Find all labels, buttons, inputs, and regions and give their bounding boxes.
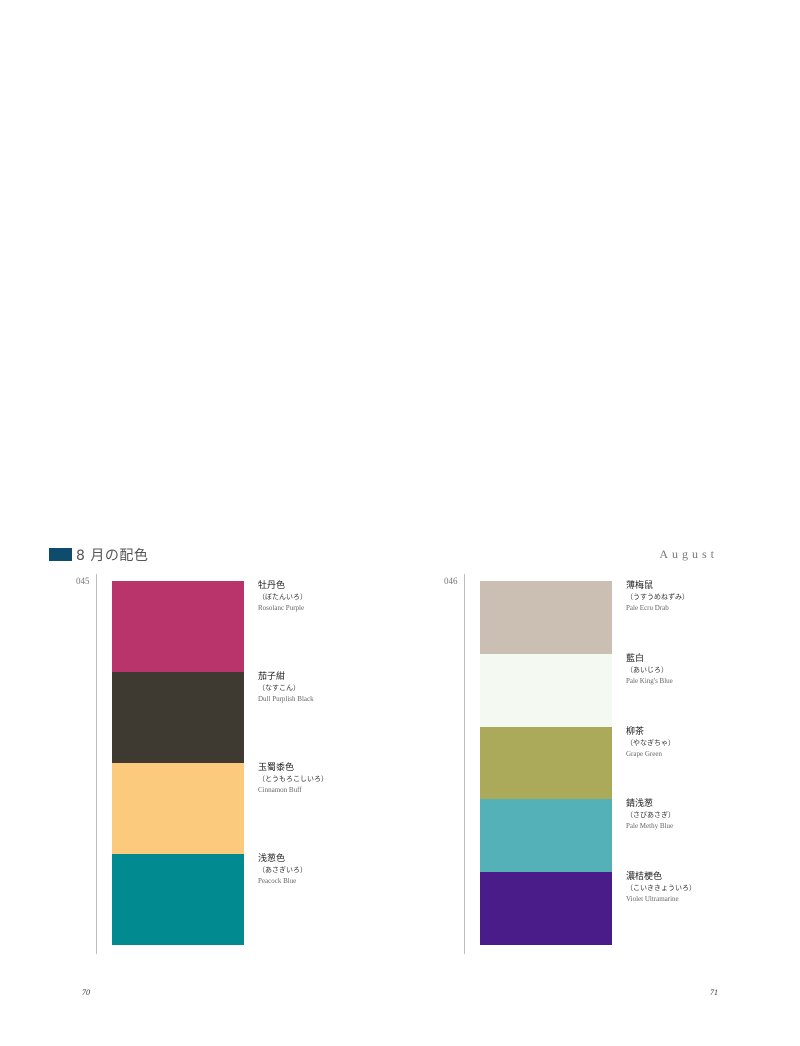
color-label: 藍白 （あいじろ） Pale King's Blue bbox=[626, 653, 673, 687]
color-name-kanji: 浅葱色 bbox=[258, 854, 286, 864]
color-name-kanji: 濃桔梗色 bbox=[626, 872, 663, 883]
color-name-english: Cinnamon Buff bbox=[258, 786, 302, 794]
color-name-kana: （とうもろこしいろ） bbox=[258, 775, 328, 783]
color-swatch bbox=[480, 581, 612, 654]
color-name-english: Violet Ultramarine bbox=[626, 895, 679, 904]
color-name-kanji: 玉蜀黍色 bbox=[258, 763, 295, 773]
header-accent-bar bbox=[49, 548, 72, 561]
color-name-kana: （ぼたんいろ） bbox=[258, 593, 307, 601]
color-swatch bbox=[112, 763, 244, 854]
color-swatch bbox=[480, 726, 612, 800]
color-label: 柳茶 （やなぎちゃ） Grape Green bbox=[626, 726, 675, 760]
color-name-kana: （さびあさぎ） bbox=[626, 811, 675, 820]
color-label: 浅葱色 （あさぎいろ） Peacock Blue bbox=[258, 853, 307, 887]
color-label: 牡丹色 （ぼたんいろ） Rosolanc Purple bbox=[258, 580, 307, 614]
palette-divider bbox=[464, 574, 465, 954]
color-name-kanji: 錆浅葱 bbox=[626, 799, 654, 810]
color-label: 茄子紺 （なすこん） Dull Purplish Black bbox=[258, 671, 314, 705]
color-name-english: Pale Methy Blue bbox=[626, 822, 674, 831]
color-name-kanji: 薄梅鼠 bbox=[626, 581, 654, 591]
page-title: 8 月の配色 bbox=[76, 548, 149, 564]
palette-number: 046 bbox=[444, 576, 458, 586]
color-name-kana: （あさぎいろ） bbox=[258, 866, 307, 874]
color-name-kana: （こいききょういろ） bbox=[626, 884, 696, 893]
color-label: 濃桔梗色 （こいききょういろ） Violet Ultramarine bbox=[626, 871, 696, 905]
color-label: 錆浅葱 （さびあさぎ） Pale Methy Blue bbox=[626, 798, 675, 832]
palette-number: 045 bbox=[76, 576, 90, 586]
color-name-kana: （なすこん） bbox=[258, 684, 300, 692]
color-name-kanji: 柳茶 bbox=[626, 726, 645, 737]
color-name-english: Pale King's Blue bbox=[626, 676, 673, 685]
color-name-english: Peacock Blue bbox=[258, 877, 297, 885]
color-swatch bbox=[480, 872, 612, 945]
color-name-kanji: 牡丹色 bbox=[258, 581, 286, 591]
color-swatch bbox=[112, 581, 244, 672]
color-name-kana: （うすうめねずみ） bbox=[626, 593, 689, 601]
color-label: 玉蜀黍色 （とうもろこしいろ） Cinnamon Buff bbox=[258, 762, 328, 796]
color-name-kana: （やなぎちゃ） bbox=[626, 738, 675, 747]
palette-divider bbox=[96, 574, 97, 954]
color-name-english: Dull Purplish Black bbox=[258, 695, 314, 703]
color-name-kanji: 茄子紺 bbox=[258, 672, 286, 682]
color-swatch bbox=[480, 799, 612, 873]
page-number-left: 70 bbox=[82, 988, 90, 997]
color-label: 薄梅鼠 （うすうめねずみ） Pale Ecru Drab bbox=[626, 580, 689, 614]
color-name-english: Rosolanc Purple bbox=[258, 604, 305, 612]
color-name-kana: （あいじろ） bbox=[626, 665, 668, 674]
color-swatch bbox=[112, 854, 244, 945]
color-name-kanji: 藍白 bbox=[626, 653, 645, 664]
month-label: August bbox=[659, 547, 718, 561]
color-swatch bbox=[480, 653, 612, 727]
page-number-right: 71 bbox=[710, 988, 718, 997]
color-name-english: Pale Ecru Drab bbox=[626, 604, 669, 612]
color-name-english: Grape Green bbox=[626, 749, 662, 758]
color-swatch bbox=[112, 672, 244, 763]
